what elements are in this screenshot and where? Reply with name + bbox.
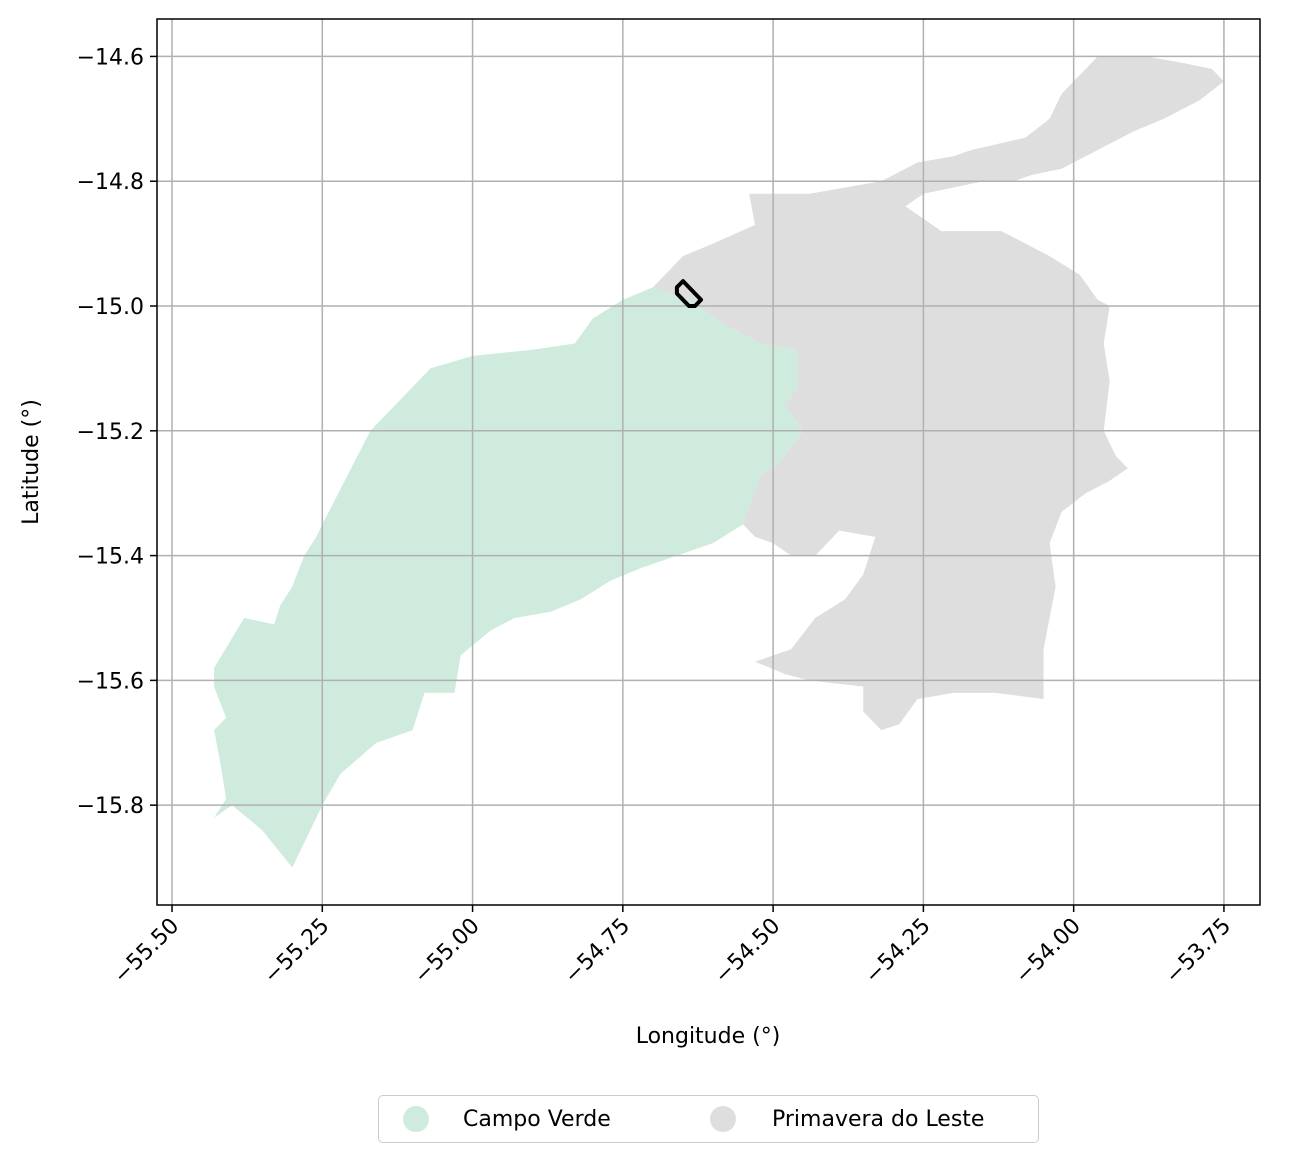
- region-campo-verde: [214, 287, 804, 868]
- y-tick-label: −14.8: [77, 170, 144, 195]
- x-tick-label: −53.75: [1161, 914, 1236, 989]
- region-primavera-do-leste: [652, 56, 1224, 731]
- legend-label-primavera-do-leste: Primavera do Leste: [772, 1106, 985, 1132]
- legend-marker-campo-verde: [403, 1106, 429, 1132]
- y-tick-label: −14.6: [77, 45, 144, 70]
- region-polygons: [214, 56, 1224, 868]
- y-tick-label: −15.6: [77, 669, 144, 694]
- y-tick-label: −15.0: [77, 295, 144, 320]
- y-axis-ticks: −14.6 −14.8 −15.0 −15.2 −15.4 −15.6 −15.8: [77, 45, 157, 819]
- legend-marker-primavera-do-leste: [710, 1106, 736, 1132]
- x-tick-label: −54.50: [710, 914, 785, 989]
- legend-label-campo-verde: Campo Verde: [463, 1106, 611, 1132]
- x-tick-label: −55.50: [109, 914, 184, 989]
- x-tick-label: −54.00: [1011, 914, 1086, 989]
- gridlines: [157, 19, 1260, 905]
- x-axis-ticks: −55.50 −55.25 −55.00 −54.75 −54.50 −54.25 −54.…: [109, 905, 1236, 989]
- y-axis-label: Latitude (°): [19, 399, 44, 525]
- y-tick-label: −15.4: [77, 545, 144, 570]
- x-tick-label: −54.75: [560, 914, 635, 989]
- axes-frame: [156, 18, 1261, 906]
- x-tick-label: −55.00: [410, 914, 485, 989]
- legend: Campo Verde Primavera do Leste: [378, 1095, 1039, 1143]
- legend-item-primavera-do-leste: Primavera do Leste: [710, 1104, 984, 1134]
- x-axis-label: Longitude (°): [636, 1024, 781, 1049]
- x-tick-label: −54.25: [860, 914, 935, 989]
- study-area-outline: [674, 279, 703, 308]
- legend-item-campo-verde: Campo Verde: [403, 1104, 611, 1134]
- x-tick-label: −55.25: [259, 914, 334, 989]
- y-tick-label: −15.8: [77, 794, 144, 819]
- study-area-polygon: [674, 279, 703, 308]
- y-tick-label: −15.2: [77, 420, 144, 445]
